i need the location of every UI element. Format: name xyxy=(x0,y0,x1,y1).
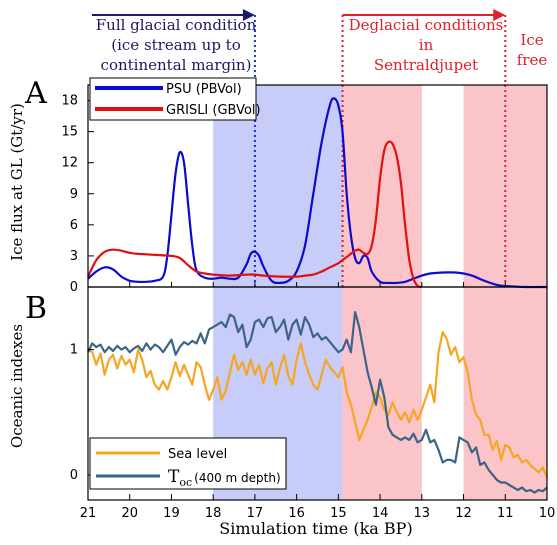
panel-b-series-line-sea-level xyxy=(87,331,549,478)
glacial-annotation-line3: continental margin) xyxy=(101,56,252,74)
panel-a-y-tick-label: 0 xyxy=(70,280,78,295)
deglacial-annotation-line2: in xyxy=(419,36,434,54)
deglacial-arrow-head xyxy=(493,9,506,21)
panel-a-y-tick-label: 3 xyxy=(70,249,78,264)
panel-b-legend-box xyxy=(89,437,287,490)
panel-a-series xyxy=(87,97,548,289)
panel-b-frame xyxy=(87,286,548,501)
panel-a-ice-flux-chart: 0 3 6 9 12 15 18 A Ice flux at GL (Gt/yr) PSU … xyxy=(8,76,548,295)
panel-b-y-tick-label: 0 xyxy=(70,468,78,483)
x-tick-label: 12 xyxy=(455,506,472,521)
toc-legend-subscript: oc xyxy=(179,476,192,489)
panel-a-letter: A xyxy=(24,76,47,111)
x-tick-label: 16 xyxy=(288,506,305,521)
panel-a-y-tick-label: 12 xyxy=(61,156,78,171)
panel-a-y-axis-label: Ice flux at GL (Gt/yr) xyxy=(8,103,26,261)
panel-b-letter: B xyxy=(25,291,47,326)
x-tick-label: 15 xyxy=(330,506,347,521)
psu-legend-label: PSU (PBVol) xyxy=(166,82,242,97)
x-axis-label: Simulation time (ka BP) xyxy=(219,519,412,538)
x-tick-label: 21 xyxy=(80,506,97,521)
panel-a-legend: PSU (PBVol) GRISLI (GBVol) xyxy=(89,77,261,121)
panel-a-y-tick-label: 15 xyxy=(61,125,78,140)
panel-b-oceanic-chart: 0 1 21 20 19 18 17 16 15 14 13 12 11 10 B Oceanic ind… xyxy=(8,282,555,538)
glacial-annotation-line1: Full glacial condition xyxy=(96,16,257,34)
panel-a-y-tick-label: 9 xyxy=(70,187,78,202)
panel-a-legend-box xyxy=(89,77,257,121)
x-tick-label: 19 xyxy=(163,506,180,521)
x-tick-label: 18 xyxy=(205,506,222,521)
sea-level-legend-label: Sea level xyxy=(168,447,227,462)
panel-b-y-tick-label: 1 xyxy=(70,343,78,358)
toc-legend-main: T xyxy=(168,467,180,487)
panel-b-y-axis-label: Oceanic indexes xyxy=(8,324,26,448)
x-tick-label: 17 xyxy=(247,506,264,521)
icefree-annotation-line2: free xyxy=(517,51,548,69)
toc-legend-label: Toc (400 m depth) xyxy=(168,467,281,489)
ice-free-period-shading xyxy=(463,85,547,500)
x-tick-label: 20 xyxy=(121,506,138,521)
panel-b-series xyxy=(87,311,549,494)
deglacial-annotation-line1: Deglacial conditions xyxy=(349,16,504,34)
x-tick-label: 13 xyxy=(414,506,431,521)
grisli-legend-label: GRISLI (GBVol) xyxy=(166,103,261,118)
x-tick-label: 14 xyxy=(372,506,389,521)
panel-a-y-tick-label: 18 xyxy=(61,94,78,109)
panel-a-ticks: 0 3 6 9 12 15 18 xyxy=(61,94,94,295)
deglacial-annotation-line3: Sentraldjupet xyxy=(374,56,478,74)
panel-b-ticks: 0 1 21 20 19 18 17 16 15 14 13 12 11 10 xyxy=(70,282,556,521)
toc-legend-depth: (400 m depth) xyxy=(194,471,281,485)
glacial-period-shading xyxy=(213,85,343,500)
panel-b-series-line-toc xyxy=(87,311,548,494)
x-tick-label: 10 xyxy=(539,506,556,521)
glacial-arrow-head xyxy=(242,9,255,21)
period-shading xyxy=(213,85,547,500)
top-annotations: Full glacial condition (ice stream up to… xyxy=(92,9,547,287)
deglacial-period-shading xyxy=(342,85,422,500)
panel-a-series-line-grisli xyxy=(87,140,423,289)
icefree-annotation-line1: Ice xyxy=(520,31,543,49)
panel-a-y-tick-label: 6 xyxy=(70,218,78,233)
x-tick-label: 11 xyxy=(497,506,514,521)
glacial-annotation-line2: (ice stream up to xyxy=(111,36,241,54)
panel-b-legend: Sea level Toc (400 m depth) xyxy=(89,437,287,490)
